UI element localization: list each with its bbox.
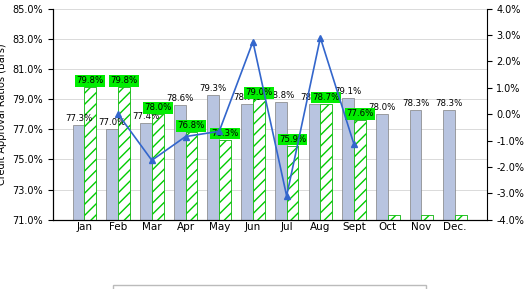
Bar xyxy=(186,132,197,220)
Bar xyxy=(85,87,96,220)
% Change Month to Month xyxy=(317,36,324,39)
Text: 76.8%: 76.8% xyxy=(178,121,205,130)
Bar xyxy=(321,103,332,220)
Legend: 2006, 2007, % Change Month to Month: 2006, 2007, % Change Month to Month xyxy=(113,285,426,289)
Bar xyxy=(321,103,332,220)
Text: 78.7%: 78.7% xyxy=(313,93,340,102)
Bar xyxy=(106,129,118,220)
Text: 79.0%: 79.0% xyxy=(245,88,272,97)
Bar xyxy=(152,114,163,220)
Bar xyxy=(376,114,388,220)
Bar xyxy=(287,146,298,220)
Bar xyxy=(388,215,399,220)
Bar xyxy=(422,215,433,220)
Text: 78.3%: 78.3% xyxy=(435,99,463,108)
Bar xyxy=(118,87,130,220)
Bar xyxy=(409,110,422,220)
% Change Month to Month xyxy=(284,194,290,198)
Text: 78.3%: 78.3% xyxy=(402,99,429,108)
Bar xyxy=(455,215,467,220)
Bar xyxy=(422,215,433,220)
Bar xyxy=(253,99,264,220)
Bar xyxy=(207,95,219,220)
Bar xyxy=(174,105,186,220)
Text: 78.6%: 78.6% xyxy=(166,94,193,103)
Line: % Change Month to Month: % Change Month to Month xyxy=(115,34,358,199)
% Change Month to Month xyxy=(115,112,121,116)
Text: 78.0%: 78.0% xyxy=(368,103,396,112)
Bar xyxy=(253,99,264,220)
Text: 77.6%: 77.6% xyxy=(346,109,373,118)
Bar xyxy=(455,215,467,220)
Text: 79.1%: 79.1% xyxy=(334,87,362,96)
Text: 76.3%: 76.3% xyxy=(212,129,239,138)
% Change Month to Month xyxy=(149,159,155,162)
Text: 77.0%: 77.0% xyxy=(98,118,126,127)
% Change Month to Month xyxy=(216,129,222,133)
Bar xyxy=(275,102,287,220)
% Change Month to Month xyxy=(183,135,189,138)
Text: 77.3%: 77.3% xyxy=(65,114,92,123)
Bar xyxy=(186,132,197,220)
Bar xyxy=(140,123,152,220)
Bar xyxy=(342,98,354,220)
Text: 79.8%: 79.8% xyxy=(77,76,104,85)
Bar xyxy=(85,87,96,220)
% Change Month to Month xyxy=(250,40,256,43)
Bar xyxy=(354,120,366,220)
Bar xyxy=(118,87,130,220)
Bar xyxy=(241,103,253,220)
Bar xyxy=(219,140,231,220)
% Change Month to Month xyxy=(351,143,357,146)
Bar xyxy=(388,215,399,220)
Text: 79.8%: 79.8% xyxy=(111,76,138,85)
Bar xyxy=(287,146,298,220)
Bar xyxy=(152,114,163,220)
Text: 78.8%: 78.8% xyxy=(267,91,295,100)
Text: 77.4%: 77.4% xyxy=(132,112,160,121)
Text: 75.9%: 75.9% xyxy=(279,135,306,144)
Text: 78.7%: 78.7% xyxy=(301,93,328,102)
Y-axis label: Credit Approval Ratios (Bars): Credit Approval Ratios (Bars) xyxy=(0,43,7,185)
Bar xyxy=(443,110,455,220)
Bar xyxy=(219,140,231,220)
Bar xyxy=(72,125,85,220)
Text: 79.3%: 79.3% xyxy=(200,84,227,93)
Text: 78.0%: 78.0% xyxy=(144,103,171,112)
Text: 78.7%: 78.7% xyxy=(233,93,261,102)
Bar xyxy=(354,120,366,220)
Bar xyxy=(308,103,321,220)
